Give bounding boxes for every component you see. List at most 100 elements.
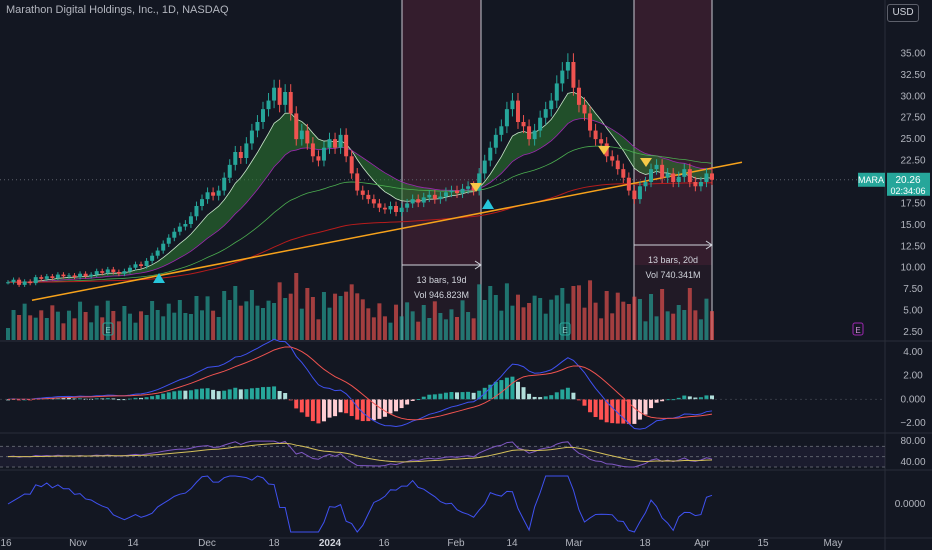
- volume-bar: [355, 293, 360, 340]
- volume-bar: [643, 321, 648, 340]
- volume-bar: [466, 312, 471, 340]
- volume-bar: [211, 310, 216, 340]
- volume-bar: [122, 306, 127, 340]
- price-tick-label: 12.50: [900, 241, 925, 252]
- candle-body: [272, 87, 277, 101]
- macd-histogram-bar: [144, 397, 149, 400]
- candle-body: [643, 182, 648, 187]
- volume-bar: [366, 308, 371, 340]
- price-tick-label: 17.50: [900, 198, 925, 209]
- macd-histogram-bar: [410, 399, 415, 401]
- macd-histogram-bar: [455, 392, 460, 400]
- volume-bar: [11, 310, 16, 340]
- candle-body: [227, 164, 232, 178]
- candle-body: [571, 62, 576, 88]
- volume-bar: [194, 296, 199, 340]
- candle-body: [405, 203, 410, 208]
- volume-bar: [682, 310, 687, 340]
- sell-marker: [470, 183, 482, 192]
- candle-body: [338, 134, 343, 148]
- volume-bar: [66, 310, 71, 340]
- volume-bar: [272, 303, 277, 340]
- price-tick-label: 32.50: [900, 70, 925, 81]
- macd-histogram-bar: [266, 386, 271, 400]
- macd-histogram-bar: [549, 395, 554, 400]
- candle-body: [588, 113, 593, 131]
- sell-marker: [598, 146, 610, 155]
- macd-histogram-bar: [305, 399, 310, 417]
- macd-histogram-bar: [327, 399, 332, 418]
- macd-histogram-bar: [477, 390, 482, 400]
- candle-body: [244, 143, 249, 158]
- time-tick-label: May: [824, 538, 843, 549]
- volume-bar: [455, 317, 460, 340]
- volume-bar: [155, 310, 160, 340]
- volume-bar: [510, 305, 515, 340]
- candle-body: [560, 70, 565, 84]
- candle-body: [394, 206, 399, 212]
- candle-body: [449, 190, 454, 193]
- candle-body: [704, 173, 709, 182]
- candle-body: [660, 164, 665, 178]
- macd-histogram-bar: [294, 399, 299, 409]
- candle-body: [482, 160, 487, 174]
- candle-body: [188, 216, 193, 224]
- macd-histogram-bar: [560, 389, 565, 400]
- last-price-label: 20.26: [895, 175, 920, 186]
- price-tick-label: 15.00: [900, 220, 925, 231]
- price-tick-label: 2.50: [903, 327, 923, 338]
- candle-body: [11, 279, 16, 283]
- volume-bar: [227, 300, 232, 340]
- candle-body: [249, 130, 254, 144]
- candle-body: [637, 186, 642, 200]
- volume-bar: [150, 301, 155, 340]
- volume-bar: [676, 305, 681, 340]
- currency-button[interactable]: USD: [887, 4, 919, 22]
- macd-histogram-bar: [344, 399, 349, 414]
- candle-body: [61, 274, 66, 277]
- volume-bar: [515, 294, 520, 340]
- volume-bar: [17, 315, 22, 340]
- macd-histogram-bar: [94, 398, 99, 400]
- candle-body: [17, 279, 22, 285]
- volume-bar: [499, 310, 504, 340]
- macd-histogram-bar: [161, 393, 166, 400]
- earnings-badge-label: E: [105, 326, 110, 335]
- volume-bar: [649, 294, 654, 340]
- volume-bar: [39, 310, 44, 340]
- candle-body: [327, 139, 332, 148]
- volume-bar: [83, 312, 88, 340]
- volume-bar: [183, 313, 188, 340]
- candle-body: [116, 272, 121, 274]
- candle-body: [50, 276, 55, 278]
- volume-bar: [299, 308, 304, 340]
- macd-histogram-bar: [355, 399, 360, 420]
- candle-body: [493, 134, 498, 148]
- macd-histogram-bar: [527, 393, 532, 400]
- volume-bar: [660, 289, 665, 340]
- volume-bar: [200, 310, 205, 340]
- last-price-tag: [887, 172, 930, 196]
- buy-marker: [153, 273, 165, 283]
- volume-bar: [599, 318, 604, 340]
- candle-body: [78, 273, 83, 278]
- symbol-tag: [858, 172, 885, 187]
- candle-body: [255, 122, 260, 131]
- macd-histogram-bar: [654, 399, 659, 403]
- rsi-ma-line: [7, 442, 713, 463]
- candle-body: [144, 260, 149, 266]
- candle-body: [316, 156, 321, 161]
- volume-bar: [704, 298, 709, 340]
- macd-histogram-bar: [649, 399, 654, 409]
- candle-body: [427, 194, 432, 198]
- candle-body: [682, 169, 687, 177]
- volume-bar: [244, 301, 249, 340]
- volume-bar: [410, 311, 415, 340]
- earnings-badge: [852, 322, 864, 336]
- candle-body: [443, 192, 448, 197]
- macd-histogram-bar: [366, 399, 371, 422]
- macd-histogram-bar: [394, 399, 399, 412]
- macd-histogram-bar: [72, 398, 77, 400]
